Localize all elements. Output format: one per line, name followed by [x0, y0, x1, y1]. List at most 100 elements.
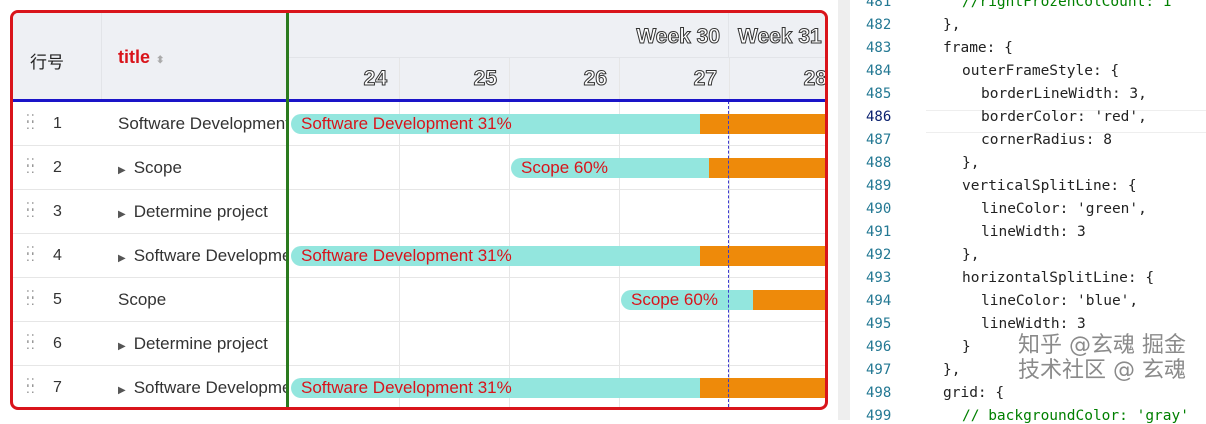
line-number: 489 — [866, 178, 892, 194]
row-number: 4 — [53, 247, 62, 264]
code-line[interactable]: } — [962, 339, 971, 355]
today-marker — [728, 101, 729, 407]
line-number: 482 — [866, 17, 892, 33]
line-number: 485 — [866, 86, 892, 102]
line-number: 481 — [866, 0, 892, 10]
row-number: 1 — [53, 115, 62, 132]
row-title: ▶Software Development — [118, 378, 286, 397]
line-number: 494 — [866, 293, 892, 309]
task-bar[interactable]: Software Development 31% — [291, 378, 825, 398]
column-header-title[interactable]: title ⬍ — [118, 47, 164, 68]
expand-icon[interactable]: ▶ — [118, 209, 126, 220]
day-header: 26 — [583, 67, 607, 91]
drag-handle-icon[interactable]: ⁚⁚ ⁚⁚ — [26, 156, 36, 176]
task-bar[interactable]: Scope 60% — [621, 290, 825, 310]
line-number: 493 — [866, 270, 892, 286]
expand-icon[interactable]: ▶ — [118, 385, 126, 396]
table-row[interactable]: ⁚⁚⁚⁚ 7 ▶Software Development Software De… — [13, 366, 825, 407]
sort-icon[interactable]: ⬍ — [156, 55, 165, 66]
row-number: 7 — [53, 379, 62, 396]
code-line[interactable]: }, — [962, 247, 980, 263]
drag-handle-icon[interactable]: ⁚⁚ ⁚⁚ — [26, 376, 36, 396]
expand-icon[interactable]: ▶ — [118, 341, 126, 352]
code-line[interactable]: lineColor: 'blue', — [981, 293, 1139, 309]
bar-remaining — [700, 114, 825, 134]
code-line[interactable]: lineColor: 'green', — [981, 201, 1147, 217]
drag-handle-icon[interactable]: ⁚⁚ ⁚⁚ — [26, 288, 36, 308]
line-number: 499 — [866, 408, 892, 424]
task-bar[interactable]: Software Development 31% — [291, 114, 825, 134]
row-title: ▶ Scope — [118, 158, 182, 177]
code-line[interactable]: borderLineWidth: 3, — [981, 86, 1147, 102]
drag-handle-icon[interactable]: ⁚⁚ ⁚⁚ — [26, 112, 36, 132]
code-line[interactable]: grid: { — [943, 385, 1005, 401]
bar-progress — [291, 246, 700, 266]
code-line[interactable]: horizontalSplitLine: { — [962, 270, 1155, 286]
code-editor[interactable]: 481 //rightFrozenColCount: 1 482}, 483 frame… — [838, 0, 1206, 424]
table-row[interactable]: ⁚⁚ ⁚⁚ 3 ▶ Determine project — [13, 190, 825, 234]
bar-remaining — [753, 290, 825, 310]
line-number: 497 — [866, 362, 892, 378]
bar-progress — [511, 158, 709, 178]
bar-progress — [621, 290, 753, 310]
drag-handle-icon[interactable]: ⁚⁚ ⁚⁚ — [26, 200, 36, 220]
code-line[interactable]: outerFrameStyle: { — [962, 63, 1120, 79]
code-line[interactable]: frame: { — [943, 40, 1013, 56]
drag-handle-icon[interactable]: ⁚⁚ ⁚⁚ — [26, 332, 36, 352]
code-line[interactable]: }, — [943, 17, 961, 33]
row-number: 3 — [53, 203, 62, 220]
line-number: 492 — [866, 247, 892, 263]
day-header: 24 — [363, 67, 387, 91]
row-number: 5 — [53, 291, 62, 308]
vertical-split-line[interactable] — [286, 13, 289, 407]
table-row[interactable]: ⁚⁚ ⁚⁚ 2 ▶ Scope Scope 60% — [13, 146, 825, 190]
gantt-header: 行号 title ⬍ Week 30 Week 31 24 25 26 27 28 — [13, 13, 825, 101]
expand-icon[interactable]: ▶ — [118, 253, 126, 264]
day-header: 27 — [693, 67, 717, 91]
column-header-row-no: 行号 — [30, 53, 64, 72]
line-number: 488 — [866, 155, 892, 171]
bar-label: Software Development 31% — [301, 114, 512, 133]
bar-label: Software Development 31% — [301, 378, 512, 397]
line-number: 496 — [866, 339, 892, 355]
line-number: 484 — [866, 63, 892, 79]
expand-icon[interactable]: ▶ — [118, 165, 126, 176]
row-title: ▶Software Development — [118, 246, 286, 265]
table-row[interactable]: ⁚⁚⁚⁚ 4 ▶Software Development Software De… — [13, 234, 825, 278]
code-line[interactable]: //rightFrozenColCount: 1 — [962, 0, 1172, 10]
bar-progress — [291, 378, 700, 398]
table-row[interactable]: ⁚⁚ ⁚⁚ 6 ▶ Determine project — [13, 322, 825, 366]
table-row[interactable]: ⁚⁚ ⁚⁚ 1 Software Development Software Dev… — [13, 102, 825, 146]
code-line[interactable]: lineWidth: 3 — [981, 224, 1086, 240]
code-line[interactable]: // backgroundColor: 'gray' — [962, 408, 1189, 424]
bar-remaining — [709, 158, 825, 178]
row-title: Software Development — [118, 114, 286, 133]
line-number: 491 — [866, 224, 892, 240]
drag-handle-icon[interactable]: ⁚⁚ ⁚⁚ — [26, 244, 36, 264]
bar-label: Scope 60% — [631, 290, 718, 309]
horizontal-split-line — [13, 99, 825, 102]
week-header: Week 31 — [738, 25, 823, 49]
task-bar[interactable]: Scope 60% — [511, 158, 825, 178]
bar-remaining — [700, 378, 825, 398]
bar-label: Scope 60% — [521, 158, 608, 177]
table-row[interactable]: ⁚⁚ ⁚⁚ 5 Scope Scope 60% — [13, 278, 825, 322]
bar-remaining — [700, 246, 825, 266]
row-number: 6 — [53, 335, 62, 352]
bar-label: Software Development 31% — [301, 246, 512, 265]
code-line[interactable]: verticalSplitLine: { — [962, 178, 1137, 194]
line-number: 486 — [866, 109, 892, 125]
code-line[interactable]: }, — [943, 362, 961, 378]
line-number: 495 — [866, 316, 892, 332]
code-line[interactable]: borderColor: 'red', — [981, 109, 1147, 125]
code-line[interactable]: lineWidth: 3 — [981, 316, 1086, 332]
row-title: ▶ Determine project — [118, 334, 268, 353]
code-line[interactable]: }, — [962, 155, 980, 171]
week-header: Week 30 — [636, 25, 721, 49]
code-line[interactable]: cornerRadius: 8 — [981, 132, 1112, 148]
watermark: 知乎 @玄魂 掘金技术社区 @ 玄魂 — [1018, 333, 1186, 383]
line-number: 483 — [866, 40, 892, 56]
task-bar[interactable]: Software Development 31% — [291, 246, 825, 266]
line-number: 487 — [866, 132, 892, 148]
line-number: 490 — [866, 201, 892, 217]
